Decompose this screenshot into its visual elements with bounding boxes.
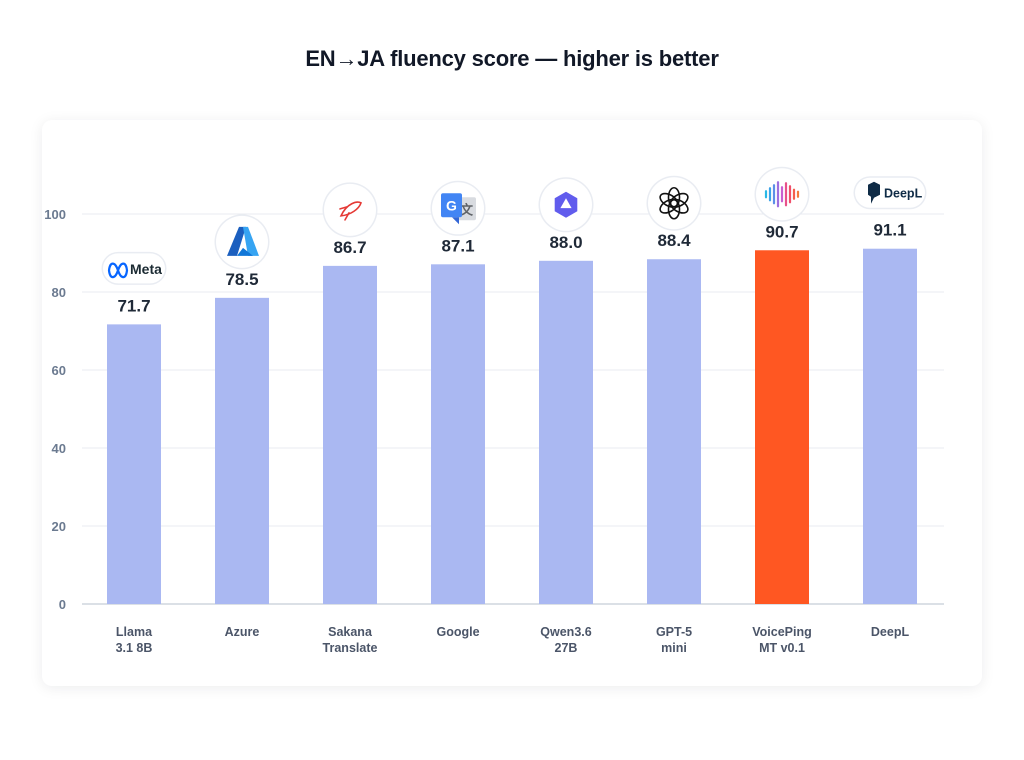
x-axis-labels: Llama 3.1 8B Azure Sakana Translate Google Qwe… — [116, 625, 910, 655]
value-label: 87.1 — [441, 236, 474, 255]
category-label: MT v0.1 — [759, 641, 805, 655]
bar — [647, 259, 701, 604]
qwen-logo — [538, 177, 594, 233]
category-label: Qwen3.6 — [540, 625, 591, 639]
value-label: 86.7 — [333, 238, 366, 257]
bar — [323, 265, 377, 604]
sakana-logo — [322, 182, 378, 238]
y-tick-label: 40 — [52, 441, 66, 456]
category-label: Google — [436, 625, 479, 639]
category-label: Azure — [225, 625, 260, 639]
google-translate-logo: 文G — [430, 180, 486, 236]
category-label: VoicePing — [752, 625, 812, 639]
bar — [863, 248, 917, 604]
y-tick-label: 20 — [52, 519, 66, 534]
category-label: Sakana — [328, 625, 373, 639]
y-tick-label: 60 — [52, 363, 66, 378]
bar — [107, 324, 161, 604]
bar — [539, 260, 593, 604]
meta-logo-text: Meta — [130, 261, 162, 277]
svg-text:文: 文 — [460, 202, 474, 217]
value-labels: 71.7 78.5 86.7 87.1 88.0 88.4 90.7 91.1 — [117, 221, 906, 316]
bar — [755, 250, 809, 604]
category-label: 3.1 8B — [116, 641, 153, 655]
y-tick-label: 100 — [44, 207, 66, 222]
y-axis-ticks: 0 20 40 60 80 100 — [44, 207, 66, 612]
grid-lines — [82, 213, 944, 605]
chart-title: EN→JA fluency score — higher is better — [305, 46, 719, 71]
y-tick-label: 0 — [59, 597, 66, 612]
openai-logo — [646, 175, 702, 231]
azure-logo — [214, 214, 270, 270]
category-label: 27B — [555, 641, 578, 655]
y-tick-label: 80 — [52, 285, 66, 300]
category-label: GPT-5 — [656, 625, 692, 639]
category-label: mini — [661, 641, 687, 655]
meta-logo: Meta — [101, 251, 167, 285]
bar — [215, 297, 269, 604]
voiceping-logo — [754, 166, 810, 222]
value-label: 90.7 — [765, 222, 798, 241]
category-label: DeepL — [871, 625, 910, 639]
value-label: 71.7 — [117, 296, 150, 315]
value-label: 88.0 — [549, 233, 582, 252]
category-label: Llama — [116, 625, 153, 639]
bar — [431, 264, 485, 604]
vendor-logos: Meta 文G DeepL — [101, 166, 927, 285]
bars — [107, 248, 917, 604]
svg-text:G: G — [446, 197, 457, 213]
value-label: 88.4 — [657, 231, 691, 250]
deepl-logo: DeepL — [853, 176, 927, 210]
category-label: Translate — [323, 641, 378, 655]
deepl-logo-text: DeepL — [884, 187, 923, 201]
value-label: 78.5 — [225, 270, 258, 289]
value-label: 91.1 — [873, 221, 906, 240]
